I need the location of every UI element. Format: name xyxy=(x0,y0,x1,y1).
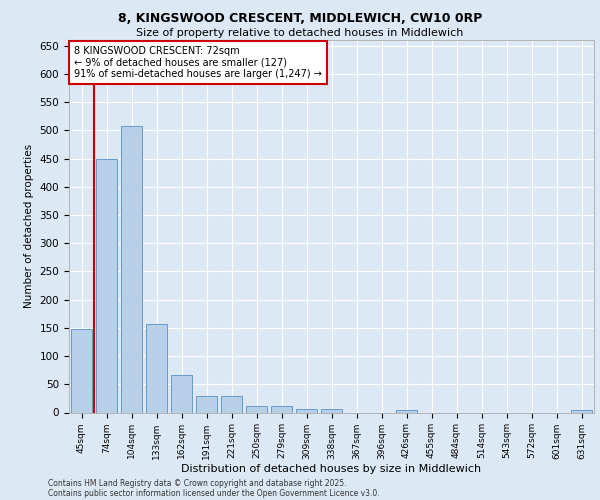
Bar xyxy=(121,126,142,412)
Bar xyxy=(221,396,242,412)
Bar xyxy=(246,406,267,412)
Bar xyxy=(146,324,167,412)
Text: 8 KINGSWOOD CRESCENT: 72sqm
← 9% of detached houses are smaller (127)
91% of sem: 8 KINGSWOOD CRESCENT: 72sqm ← 9% of deta… xyxy=(74,46,322,79)
Text: 8, KINGSWOOD CRESCENT, MIDDLEWICH, CW10 0RP: 8, KINGSWOOD CRESCENT, MIDDLEWICH, CW10 … xyxy=(118,12,482,26)
Bar xyxy=(571,410,592,412)
Bar xyxy=(296,408,317,412)
Text: Contains public sector information licensed under the Open Government Licence v3: Contains public sector information licen… xyxy=(48,488,380,498)
Text: Contains HM Land Registry data © Crown copyright and database right 2025.: Contains HM Land Registry data © Crown c… xyxy=(48,478,347,488)
Bar xyxy=(271,406,292,412)
Bar xyxy=(321,409,342,412)
Text: Size of property relative to detached houses in Middlewich: Size of property relative to detached ho… xyxy=(136,28,464,38)
Bar xyxy=(171,374,192,412)
Bar xyxy=(71,329,92,412)
Bar xyxy=(196,396,217,412)
Y-axis label: Number of detached properties: Number of detached properties xyxy=(24,144,34,308)
Bar xyxy=(96,158,117,412)
Bar xyxy=(396,410,417,412)
X-axis label: Distribution of detached houses by size in Middlewich: Distribution of detached houses by size … xyxy=(181,464,482,474)
